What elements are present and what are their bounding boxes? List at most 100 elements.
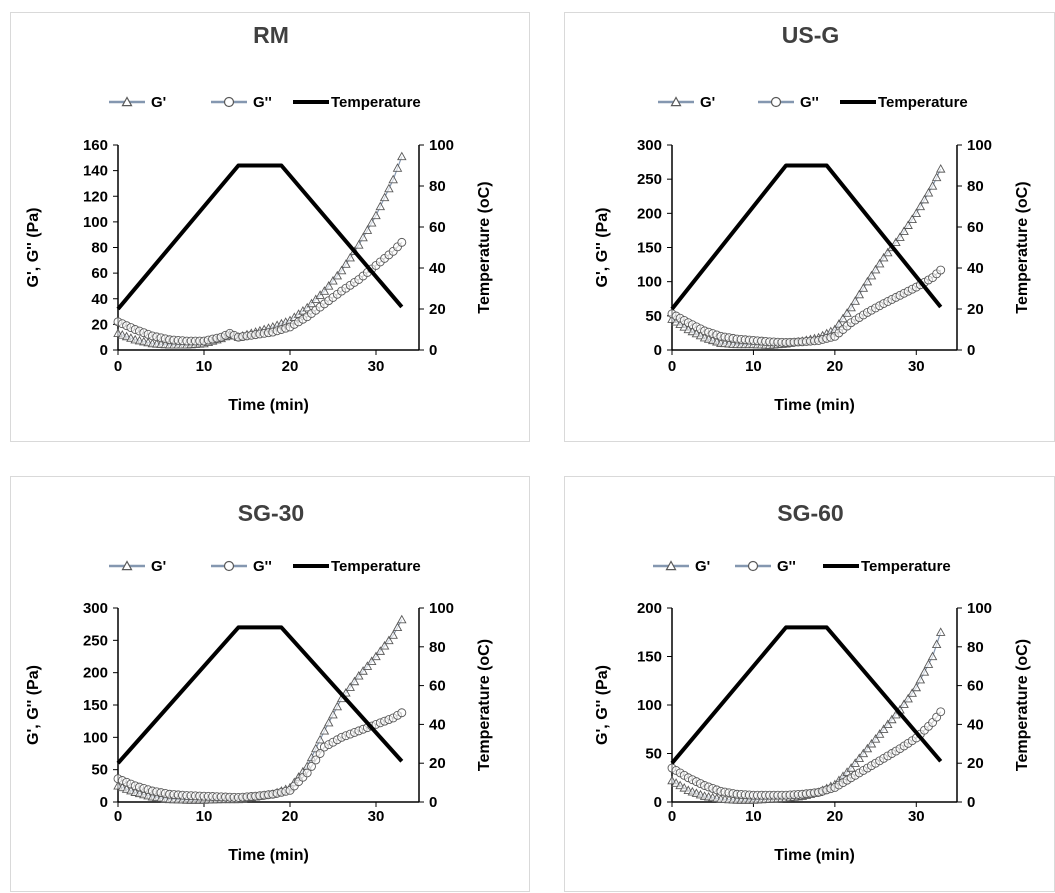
y-tick-label: 100: [83, 214, 108, 231]
data-point-g-double: [307, 761, 316, 771]
series-line-temperature: [670, 163, 943, 311]
chart-title: US-G: [782, 22, 840, 48]
x-tick-label: 0: [114, 358, 122, 375]
chart-svg-rm: RMG' G'' Temperature0204060801001201401600…: [25, 22, 493, 414]
y-tick-label: 100: [637, 274, 662, 291]
y2-tick-label: 100: [429, 137, 454, 154]
chart-panel-rm: RM G' G'' Temperature 0 20 40 60 80 100 120 140 160 0…: [10, 12, 530, 442]
x-tick-label: 10: [745, 808, 762, 825]
chart-panel-sg-30: SG-30 G' G'' Temperature 0 50 100 150 200 250 300 0…: [10, 476, 530, 892]
data-point-g-prime: [349, 676, 360, 686]
y-tick-label: 150: [637, 240, 662, 257]
y2-axis-label: Temperature (oC): [476, 639, 493, 771]
y2-tick-label: 100: [967, 600, 992, 617]
data-point-g-prime: [850, 296, 860, 305]
y2-tick-label: 100: [967, 137, 992, 154]
y-tick-label: 160: [83, 137, 108, 154]
y2-tick-label: 60: [429, 678, 446, 695]
y2-tick-label: 80: [967, 178, 984, 195]
data-point-g-prime: [878, 724, 889, 733]
data-point-g-prime: [388, 630, 398, 639]
data-point-g-prime: [341, 259, 351, 268]
y2-tick-label: 80: [429, 178, 446, 195]
y2-tick-label: 0: [967, 342, 975, 359]
legend: G' G'' Temperature: [109, 94, 421, 111]
data-point-g-prime: [366, 656, 377, 665]
data-point-g-prime: [302, 302, 312, 312]
data-point-g-prime: [935, 627, 946, 636]
y2-tick-label: 20: [967, 755, 984, 772]
data-point-g-prime: [323, 717, 334, 727]
y-tick-label: 150: [637, 649, 662, 666]
data-point-g-prime: [903, 693, 913, 703]
data-point-g-prime: [927, 651, 938, 661]
data-point-g-prime: [923, 187, 934, 197]
y-tick-label: 100: [637, 697, 662, 714]
legend-triangle-marker: [121, 560, 133, 571]
data-point-g-prime: [379, 192, 390, 202]
data-point-g-prime: [332, 701, 343, 711]
legend-label-g-prime: G': [151, 558, 166, 575]
data-point-g-prime: [345, 252, 355, 262]
data-point-g-prime: [306, 298, 317, 308]
data-point-g-prime: [919, 194, 930, 204]
data-point-g-prime: [854, 289, 865, 299]
data-point-g-prime: [870, 264, 881, 274]
data-point-g-prime: [319, 725, 330, 735]
data-point-g-prime: [915, 201, 926, 211]
legend-label-temperature: Temperature: [861, 558, 951, 575]
y2-tick-label: 60: [967, 219, 984, 236]
chart-panel-sg-60: SG-60 G' G'' Temperature 0 50 100 150 200 0 20 40 60…: [564, 476, 1055, 892]
data-point-g-prime: [883, 719, 893, 729]
y2-tick-label: 20: [429, 755, 446, 772]
y2-tick-label: 60: [429, 219, 446, 236]
data-point-g-double: [302, 768, 312, 778]
y2-tick-label: 60: [967, 678, 984, 695]
y-tick-label: 200: [83, 665, 108, 682]
y-tick-label: 150: [83, 697, 108, 714]
series-line-temperature: [116, 625, 404, 765]
legend-triangle-marker: [665, 560, 677, 571]
legend-circle-marker: [747, 560, 759, 572]
data-point-g-prime: [919, 667, 930, 676]
legend: G' G'' Temperature: [658, 94, 968, 111]
x-tick-label: 0: [114, 808, 122, 825]
series-line-g-prime: [117, 156, 403, 346]
data-point-g-prime: [332, 270, 343, 280]
y-tick-label: 50: [645, 746, 662, 763]
legend-label-g-double: G'': [777, 558, 796, 575]
y-tick-label: 0: [100, 342, 108, 359]
data-point-g-prime: [336, 265, 347, 275]
data-point-g-double: [397, 708, 407, 718]
data-point-g-prime: [834, 319, 844, 328]
series-line-temperature: [670, 625, 943, 765]
y2-axis-label: Temperature (oC): [1014, 181, 1031, 313]
series-line-temperature: [116, 163, 404, 311]
chart-title: RM: [253, 22, 289, 48]
y2-axis-label: Temperature (oC): [1014, 639, 1031, 771]
data-point-g-prime: [927, 181, 938, 190]
data-point-g-prime: [899, 226, 909, 235]
data-point-g-prime: [911, 208, 922, 217]
data-point-g-prime: [862, 276, 873, 286]
series-line-g-double: [117, 712, 403, 799]
data-point-g-double: [315, 749, 325, 758]
data-point-g-prime: [935, 163, 946, 173]
y2-tick-label: 40: [967, 716, 984, 733]
data-point-g-prime: [911, 682, 922, 692]
data-point-g-prime: [311, 294, 321, 304]
data-point-g-prime: [850, 758, 860, 767]
y2-tick-label: 40: [429, 716, 446, 733]
y-tick-label: 140: [83, 163, 108, 180]
data-point-g-prime: [371, 651, 381, 661]
data-point-g-prime: [915, 674, 926, 684]
data-point-g-prime: [846, 763, 856, 772]
data-point-g-prime: [866, 738, 877, 748]
chart-panel-us-g: US-G G' G'' Temperature 0 50 100 150 200 250 300 0 2…: [564, 12, 1055, 442]
data-point-g-prime: [397, 614, 407, 624]
chart-title: SG-30: [238, 500, 304, 526]
y-tick-label: 100: [83, 729, 108, 746]
data-point-g-prime: [878, 252, 889, 262]
data-point-g-prime: [392, 163, 403, 172]
data-point-g-prime: [862, 743, 873, 753]
